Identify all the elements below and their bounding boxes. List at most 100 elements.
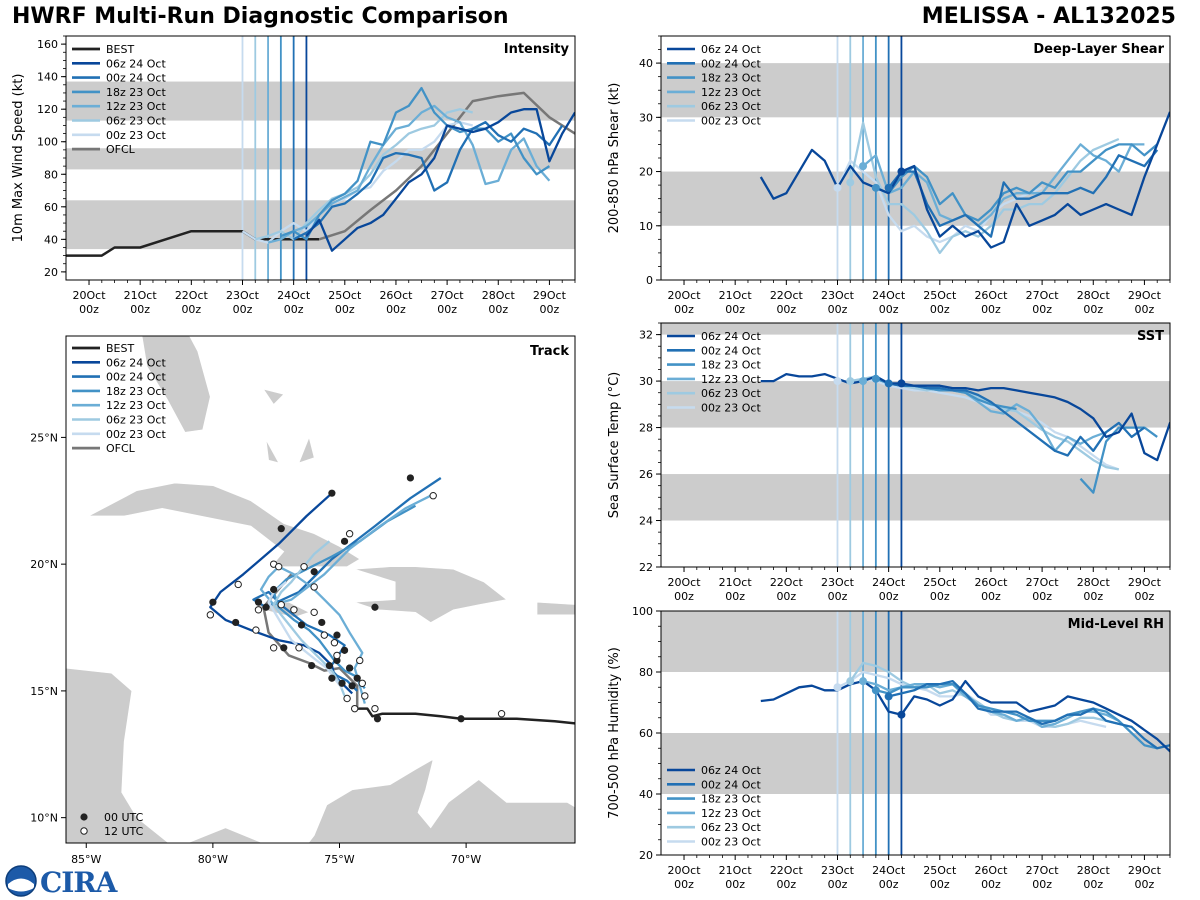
x-tick-label: 23Oct (821, 289, 855, 302)
x-tick-label: 85°W (71, 853, 101, 866)
y-tick-label: 60 (639, 727, 653, 740)
x-tick-label: 00z (1083, 878, 1103, 891)
y-tick-label: 30 (639, 111, 653, 124)
y-tick-label: 25°N (30, 431, 58, 444)
init-marker (897, 710, 906, 719)
y-tick-label: 60 (44, 201, 58, 214)
x-tick-label: 00z (1083, 303, 1103, 316)
track-marker-00utc (318, 618, 326, 627)
cira-wordmark: CIRA (40, 866, 117, 899)
legend-label: 06z 23 Oct (106, 414, 166, 427)
x-tick-label: 20Oct (668, 864, 702, 877)
threshold-band (661, 63, 1170, 118)
x-tick-label: 23Oct (226, 289, 260, 302)
legend-label: 12z 23 Oct (106, 399, 166, 412)
legend-marker-open (80, 827, 88, 835)
y-axis-label: 200-850 hPa Shear (kt) (607, 83, 622, 234)
x-tick-label: 75°W (324, 853, 354, 866)
plot-area-shear (661, 36, 1170, 280)
y-tick-label: 20 (44, 266, 58, 279)
panel-title: Intensity (504, 42, 570, 57)
x-tick-label: 00z (776, 303, 796, 316)
track-marker-12utc (295, 644, 303, 652)
legend-label: 06z 23 Oct (701, 387, 761, 400)
legend-label: 00z 23 Oct (106, 129, 166, 142)
init-marker (833, 377, 842, 386)
track-marker-00utc (373, 715, 382, 723)
y-axis-label: 700-500 hPa Humidity (%) (607, 647, 622, 819)
track-marker-00utc (308, 661, 316, 670)
track-line-06z-23-Oct (272, 540, 346, 697)
x-tick-label: 20Oct (668, 576, 702, 589)
track-marker-00utc (371, 603, 379, 611)
x-tick-label: 21Oct (719, 864, 753, 877)
track-marker-12utc (206, 611, 215, 619)
x-tick-label: 00z (828, 590, 848, 603)
x-tick-label: 00z (1032, 303, 1052, 316)
x-tick-label: 00z (828, 878, 848, 891)
track-marker-12utc (254, 606, 263, 614)
y-tick-label: 100 (37, 136, 58, 149)
legend-label: 12z 23 Oct (106, 100, 166, 113)
y-tick-label: 120 (37, 103, 58, 116)
y-tick-label: 40 (639, 788, 653, 801)
x-tick-label: 00z (725, 303, 745, 316)
plot-frame (660, 322, 1171, 568)
track-marker-00utc (310, 568, 318, 576)
y-tick-label: 0 (646, 274, 653, 287)
x-tick-label: 00z (1135, 303, 1155, 316)
legend-label: 00z 24 Oct (106, 72, 166, 85)
track-marker-00utc (232, 618, 240, 627)
init-marker (846, 677, 855, 686)
chart-track: 85°W 80°W 75°W 70°W 10°N 15°N 20°N 25°N Track 00 … (30, 335, 576, 866)
page-title: HWRF Multi-Run Diagnostic Comparison (12, 4, 509, 29)
x-tick-label: 26Oct (974, 576, 1008, 589)
y-tick-label: 20 (639, 849, 653, 862)
x-tick-label: 29Oct (533, 289, 567, 302)
init-marker (859, 377, 868, 386)
track-marker-00utc (333, 631, 341, 639)
legend-label: 00z 24 Oct (106, 371, 166, 384)
init-marker (846, 178, 855, 187)
legend-label: BEST (106, 342, 134, 355)
x-tick-label: 00z (879, 590, 899, 603)
track-marker-00utc (340, 646, 349, 654)
track-marker-12utc (277, 601, 285, 609)
x-tick-label: 00z (1135, 878, 1155, 891)
init-marker (859, 162, 868, 171)
series-line-06z-24-Oct (760, 679, 1170, 753)
x-tick-label: 20Oct (73, 289, 107, 302)
legend-label: OFCL (106, 442, 136, 455)
x-tick-label: 24Oct (277, 289, 311, 302)
y-tick-label: 28 (639, 422, 653, 435)
x-tick-label: 00z (981, 303, 1001, 316)
series-line-06z-24-Oct (759, 111, 1170, 249)
legend-label: 12z 23 Oct (701, 86, 761, 99)
y-tick-label: 22 (639, 561, 653, 574)
y-tick-label: 80 (639, 666, 653, 679)
track-marker-00utc (254, 598, 263, 606)
legend-label: 18z 23 Oct (106, 385, 166, 398)
x-tick-label: 00z (930, 590, 950, 603)
track-marker-00utc (328, 674, 336, 682)
x-tick-label: 70°W (451, 853, 481, 866)
track-marker-00utc (346, 664, 354, 672)
track-marker-00utc (353, 674, 361, 682)
legend-label: 00z 24 Oct (701, 57, 761, 70)
plot-area-intensity (66, 36, 575, 280)
plot-area-track (66, 336, 575, 843)
series-line-18z-23-Oct (875, 143, 1158, 222)
land-polygon (354, 566, 508, 623)
track-marker-12utc (269, 644, 278, 652)
legend-label: 18z 23 Oct (701, 72, 761, 85)
track-marker-00utc (209, 598, 217, 606)
x-tick-label: 24Oct (872, 576, 906, 589)
threshold-band (66, 81, 575, 121)
plot-frame (65, 335, 576, 844)
series-line-00z-24-Oct (887, 149, 1159, 238)
series-line-00z-23-Oct (836, 159, 1043, 244)
x-tick-label: 00z (540, 303, 560, 316)
y-tick-label: 32 (639, 329, 653, 342)
legend-label: 12z 23 Oct (701, 807, 761, 820)
track-marker-12utc (310, 608, 318, 617)
